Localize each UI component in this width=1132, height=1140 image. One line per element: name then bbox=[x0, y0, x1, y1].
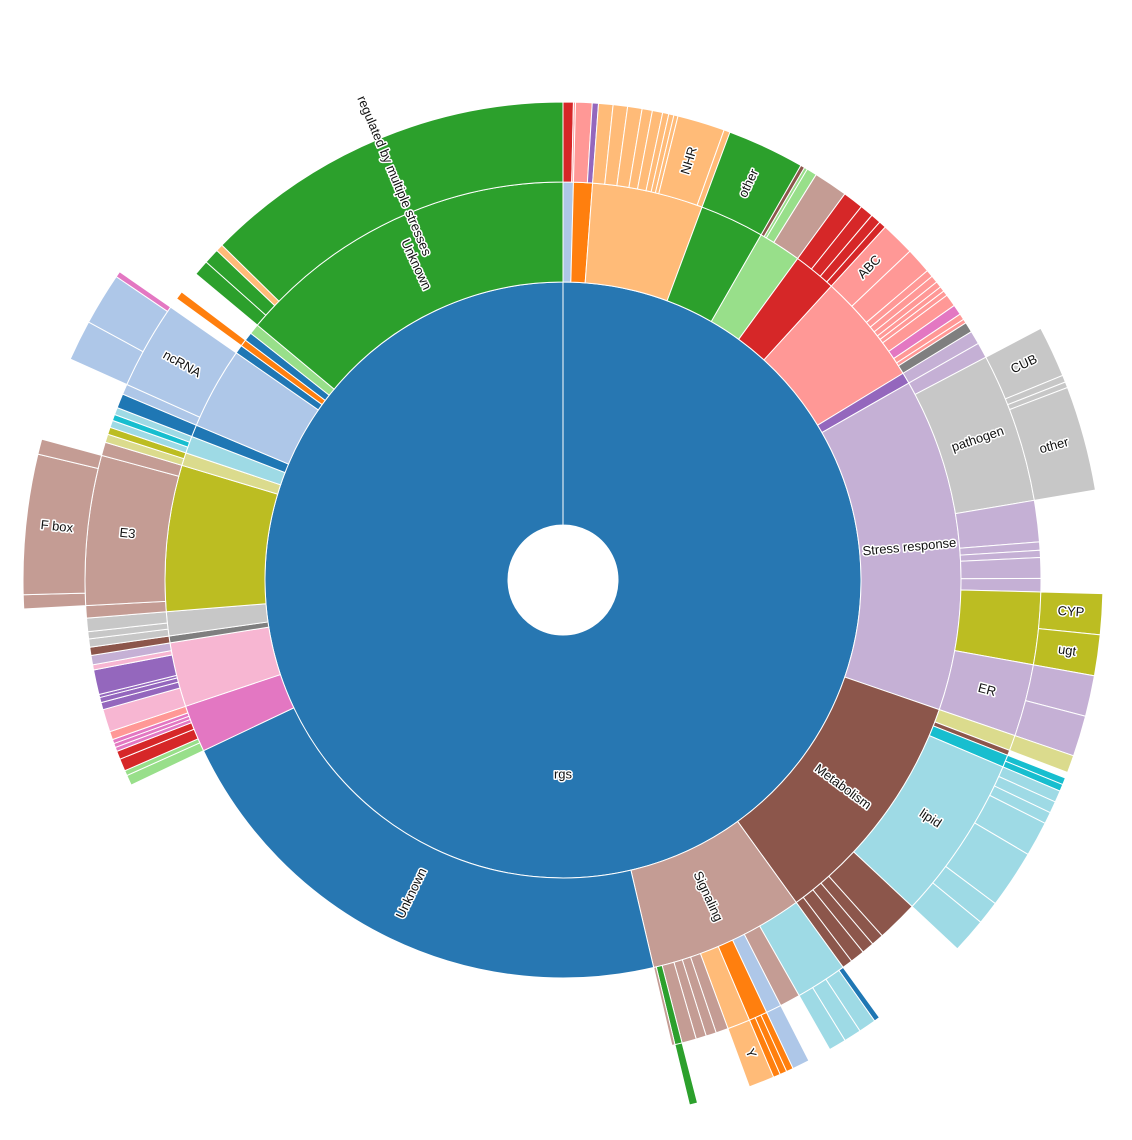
label-rgs: rgs bbox=[554, 766, 573, 781]
sunburst-segment-d3-88 bbox=[674, 1042, 699, 1106]
label-er: ER bbox=[976, 680, 997, 699]
sunburst-segment-d3-115 bbox=[22, 592, 87, 610]
sunburst-segment-unknown bbox=[202, 707, 655, 979]
label-cyp: CYP bbox=[1057, 603, 1085, 620]
label-ugt: ugt bbox=[1057, 641, 1077, 658]
sunburst-segment-d3-131 bbox=[115, 271, 172, 313]
sunburst-arcs bbox=[22, 101, 1104, 1106]
sunburst-segment-rgs bbox=[264, 281, 862, 879]
label-f-box: F box bbox=[40, 517, 74, 535]
label-e3: E3 bbox=[119, 525, 136, 542]
sunburst-segment-regulated-by-multiple-stresses bbox=[221, 101, 564, 302]
sunburst-segment-d2-47 bbox=[960, 556, 1042, 580]
